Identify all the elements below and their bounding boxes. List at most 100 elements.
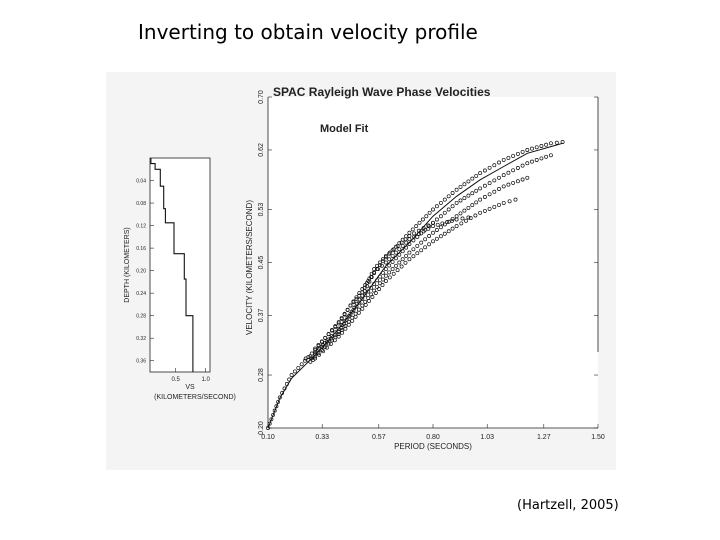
data-point-series-6 xyxy=(372,267,377,272)
data-point-series-3 xyxy=(394,263,398,268)
slide-title: Inverting to obtain velocity profile xyxy=(138,20,478,44)
data-point-series-1 xyxy=(336,320,341,325)
data-point-series-6 xyxy=(336,321,341,326)
data-point-series-1 xyxy=(450,191,455,195)
data-point-series-3 xyxy=(306,357,311,362)
data-point-series-3 xyxy=(383,273,388,278)
citation: (Hartzell, 2005) xyxy=(517,498,619,513)
data-point-series-1 xyxy=(478,171,483,176)
data-point-series-3 xyxy=(520,177,525,182)
data-point-series-3 xyxy=(336,332,341,336)
data-point-series-3 xyxy=(487,192,492,197)
data-point-series-2 xyxy=(404,245,409,250)
data-point-series-6 xyxy=(362,285,367,290)
data-point-series-3 xyxy=(378,281,382,286)
depth-ytick-label: 0.24 xyxy=(136,291,146,297)
data-point-series-1 xyxy=(280,391,285,395)
data-point-series-4 xyxy=(356,310,361,315)
data-point-series-2 xyxy=(515,166,520,170)
data-point-series-1 xyxy=(427,210,432,215)
data-point-series-2 xyxy=(383,267,388,272)
data-point-series-3 xyxy=(438,225,443,230)
data-point-series-3 xyxy=(427,234,432,238)
data-point-series-2 xyxy=(397,252,402,257)
data-point-series-1 xyxy=(299,362,304,367)
data-point-series-3 xyxy=(470,203,475,208)
data-point-series-2 xyxy=(400,249,405,254)
data-point-series-3 xyxy=(387,270,392,275)
data-point-series-6 xyxy=(431,220,435,225)
main-xtick-label: 0.57 xyxy=(372,434,386,441)
depth-ytick-label: 0.32 xyxy=(136,336,146,342)
data-point-series-2 xyxy=(492,178,497,183)
data-point-series-6 xyxy=(360,290,365,295)
depth-xtick-label: 1.0 xyxy=(202,377,211,383)
data-point-series-3 xyxy=(511,180,516,185)
data-point-series-5 xyxy=(324,339,329,344)
data-point-series-4 xyxy=(336,334,341,339)
data-point-series-6 xyxy=(348,303,353,308)
data-point-series-4 xyxy=(324,345,329,350)
data-point-series-3 xyxy=(404,253,409,258)
data-point-series-4 xyxy=(434,236,439,241)
data-point-series-5 xyxy=(383,260,388,265)
main-xtick-label: 0.33 xyxy=(315,434,329,441)
data-point-series-2 xyxy=(366,289,371,294)
data-point-series-2 xyxy=(520,163,525,168)
depth-ytick-label: 0.36 xyxy=(136,359,146,365)
data-point-series-2 xyxy=(482,183,487,188)
data-point-series-6 xyxy=(345,308,350,312)
data-point-series-6 xyxy=(351,300,356,305)
data-point-series-2 xyxy=(548,153,553,158)
data-point-series-4 xyxy=(350,318,355,323)
data-point-series-1 xyxy=(534,145,539,150)
data-point-series-2 xyxy=(375,278,379,283)
data-point-series-4 xyxy=(501,200,506,205)
data-point-series-1 xyxy=(515,151,520,156)
data-point-series-4 xyxy=(370,294,375,299)
data-point-series-1 xyxy=(466,179,471,184)
data-point-series-4 xyxy=(363,302,368,307)
data-point-series-6 xyxy=(365,281,369,285)
data-point-series-2 xyxy=(390,259,395,264)
data-point-series-6 xyxy=(412,231,417,236)
data-point-series-4 xyxy=(346,322,351,327)
data-point-series-1 xyxy=(272,408,277,413)
data-point-series-4 xyxy=(497,202,501,207)
data-point-series-2 xyxy=(506,170,511,175)
data-point-series-6 xyxy=(403,237,408,242)
data-point-series-1 xyxy=(277,395,282,400)
data-point-series-5 xyxy=(394,250,398,255)
main-xtick-label: 1.50 xyxy=(591,434,605,441)
data-point-series-6 xyxy=(357,293,362,298)
data-point-series-5 xyxy=(336,330,341,334)
data-point-series-5 xyxy=(400,243,405,248)
depth-xlabel-units: (KILOMETERS/SECOND) xyxy=(154,394,236,401)
depth-ylabel: DEPTH (KILOMETERS) xyxy=(124,227,131,302)
data-point-series-1 xyxy=(454,187,459,192)
main-ytick-label: 0.20 xyxy=(258,421,265,435)
data-point-series-4 xyxy=(415,251,420,256)
data-point-series-3 xyxy=(397,260,402,265)
data-point-series-5 xyxy=(342,321,346,326)
data-point-series-2 xyxy=(487,181,492,186)
data-point-series-4 xyxy=(411,254,416,259)
data-point-series-4 xyxy=(380,283,385,287)
data-point-series-6 xyxy=(387,250,392,255)
data-point-series-5 xyxy=(321,343,325,348)
data-point-series-1 xyxy=(383,255,388,260)
data-point-series-4 xyxy=(367,298,371,303)
data-point-series-5 xyxy=(445,220,450,225)
depth-ytick-label: 0.16 xyxy=(136,246,146,252)
main-chart-title: SPAC Rayleigh Wave Phase Velocities xyxy=(273,85,491,99)
main-ytick-label: 0.28 xyxy=(258,368,265,382)
data-point-series-5 xyxy=(397,247,402,252)
main-xtick-label: 1.03 xyxy=(480,434,494,441)
data-point-series-1 xyxy=(482,168,487,173)
data-point-series-6 xyxy=(416,228,421,233)
data-point-series-5 xyxy=(390,253,395,258)
data-point-series-4 xyxy=(399,264,404,269)
data-point-series-3 xyxy=(431,230,435,235)
data-point-series-3 xyxy=(415,243,420,248)
